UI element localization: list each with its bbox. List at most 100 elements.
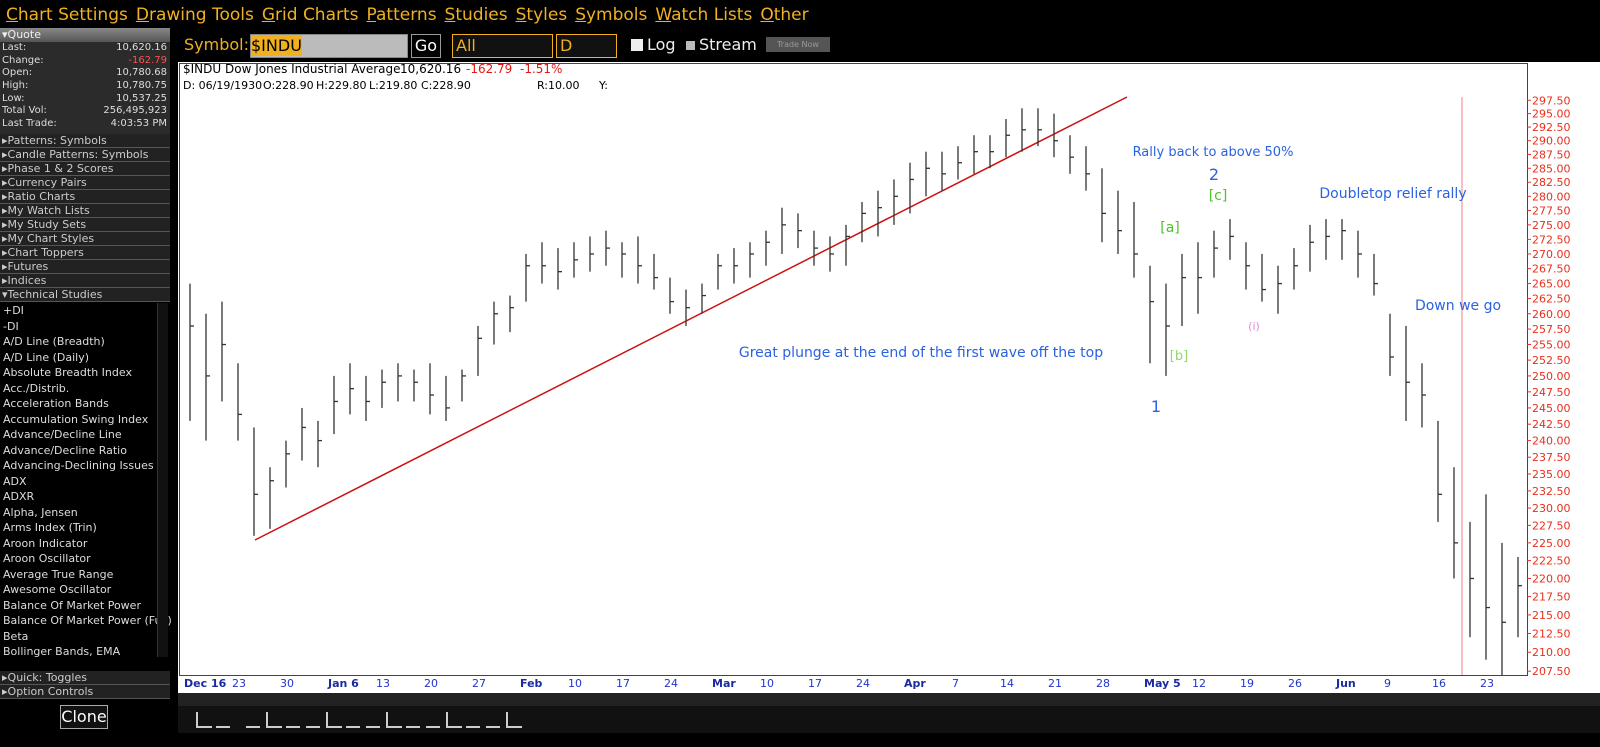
study-item[interactable]: Absolute Breadth Index [3, 366, 132, 379]
chart: $INDU Dow Jones Industrial Average 10,62… [178, 62, 1600, 706]
menu-item[interactable]: Symbols [575, 5, 648, 25]
sidebar-section[interactable]: Chart Toppers [0, 246, 170, 260]
sidebar-section[interactable]: Technical Studies [0, 288, 170, 302]
study-item[interactable]: Arms Index (Trin) [3, 521, 97, 534]
study-item[interactable]: Aroon Oscillator [3, 552, 91, 565]
study-item[interactable]: A/D Line (Breadth) [3, 335, 105, 348]
study-item[interactable]: Beta [3, 629, 29, 643]
menu-item[interactable]: Studies [444, 5, 508, 25]
menu-item[interactable]: Grid Charts [261, 5, 359, 25]
draw-tool[interactable] [196, 712, 212, 728]
bar-close: C:228.90 [421, 79, 471, 92]
study-item[interactable]: +DI [3, 304, 24, 317]
study-item[interactable]: Balance Of Market Power [3, 598, 141, 612]
menu-item[interactable]: Chart Settings [6, 5, 128, 25]
draw-tool[interactable] [246, 712, 260, 728]
draw-tool[interactable] [486, 712, 500, 728]
y-tick-label: 230.00 [1532, 502, 1571, 515]
scrollbar[interactable] [157, 303, 168, 657]
study-item[interactable]: ADX [3, 474, 27, 488]
y-tick-label: 265.00 [1532, 278, 1571, 291]
draw-tool[interactable] [446, 712, 462, 728]
sidebar-section[interactable]: My Chart Styles [0, 232, 170, 246]
sidebar-section[interactable]: Indices [0, 274, 170, 288]
quote-header[interactable]: Quote [0, 28, 170, 42]
study-item[interactable]: Acceleration Bands [3, 397, 109, 410]
study-item[interactable]: Acc./Distrib. [3, 381, 70, 395]
sidebar-section[interactable]: Currency Pairs [0, 176, 170, 190]
symbol-text: $INDU [251, 35, 302, 56]
trend-line[interactable] [254, 96, 1128, 541]
panel-toggle[interactable]: Quick: Toggles [0, 671, 170, 685]
clone-button[interactable]: Clone [60, 705, 108, 729]
draw-tool[interactable] [466, 712, 480, 728]
study-item[interactable]: -DI [3, 319, 19, 333]
x-tick-label: Apr [904, 677, 926, 690]
stream-checkbox[interactable] [686, 41, 695, 50]
x-tick-label: 17 [808, 677, 822, 690]
symbol-name: $INDU Dow Jones Industrial Average [183, 62, 401, 76]
sidebar-section[interactable]: Ratio Charts [0, 190, 170, 204]
draw-tool[interactable] [266, 712, 282, 728]
x-tick-label: Mar [712, 677, 736, 690]
study-item[interactable]: Bollinger Bands, EMA [3, 645, 121, 658]
study-item[interactable]: Advance/Decline Ratio [3, 443, 127, 457]
draw-tool[interactable] [346, 712, 360, 728]
sidebar-section[interactable]: Candle Patterns: Symbols [0, 148, 170, 162]
study-item[interactable]: Average True Range [3, 567, 114, 581]
menu-item[interactable]: Watch Lists [655, 5, 753, 25]
annotation: [b] [1170, 349, 1188, 364]
study-item[interactable]: Accumulation Swing Index [3, 412, 149, 426]
draw-tool[interactable] [406, 712, 420, 728]
h-scrollbar[interactable] [178, 693, 1600, 706]
study-item[interactable]: Awesome Oscillator [3, 583, 112, 596]
draw-tool[interactable] [426, 712, 440, 728]
symbol-input[interactable]: $INDU [250, 34, 408, 58]
study-item[interactable]: A/D Line (Daily) [3, 350, 90, 364]
go-button[interactable]: Go [411, 34, 441, 58]
study-item[interactable]: Alpha, Jensen [3, 505, 78, 519]
sidebar-section[interactable]: Patterns: Symbols [0, 134, 170, 148]
study-item[interactable]: Advancing-Declining Issues [3, 459, 154, 472]
draw-tool[interactable] [286, 712, 300, 728]
sidebar-section[interactable]: My Study Sets [0, 218, 170, 232]
menu-item[interactable]: Styles [515, 5, 568, 25]
bar-date: D: 06/19/1930 [183, 79, 262, 92]
y-tick-label: 267.50 [1532, 263, 1571, 276]
y-tick-label: 212.50 [1532, 627, 1571, 640]
draw-tool[interactable] [326, 712, 342, 728]
log-checkbox[interactable] [631, 39, 643, 51]
draw-tool[interactable] [506, 712, 522, 728]
range-select[interactable]: All [452, 34, 553, 58]
quote-label: Open: [2, 67, 33, 79]
menu-item[interactable]: Patterns [366, 5, 437, 25]
menu-item[interactable]: Drawing Tools [135, 5, 254, 25]
quote-label: Low: [2, 92, 25, 104]
draw-tool[interactable] [216, 712, 230, 728]
y-tick-label: 287.50 [1532, 148, 1571, 161]
period-select[interactable]: D [556, 34, 617, 58]
draw-tool[interactable] [366, 712, 380, 728]
draw-tool[interactable] [306, 712, 320, 728]
x-tick-label: 20 [424, 677, 438, 690]
annotation: 2 [1209, 165, 1219, 184]
study-item[interactable]: ADXR [3, 490, 35, 503]
log-label: Log [647, 35, 676, 54]
sidebar-section[interactable]: Phase 1 & 2 Scores [0, 162, 170, 176]
study-item[interactable]: Advance/Decline Line [3, 428, 122, 441]
bar-r: R:10.00 [537, 79, 580, 92]
quote-value: 10,780.75 [116, 80, 167, 92]
menu-bar: Chart Settings Drawing Tools Grid Charts Pa… [0, 0, 1600, 30]
draw-tool[interactable] [386, 712, 402, 728]
menu-item[interactable]: Other [760, 5, 809, 25]
trade-button[interactable]: Trade Now [766, 37, 830, 52]
study-item[interactable]: Balance Of Market Power (Full) [3, 614, 172, 627]
study-item[interactable]: Aroon Indicator [3, 536, 88, 550]
x-tick-label: 13 [376, 677, 390, 690]
sidebar-section[interactable]: My Watch Lists [0, 204, 170, 218]
y-tick-label: 257.50 [1532, 323, 1571, 336]
quote-row: Open: 10,780.68 [0, 67, 170, 80]
panel-toggle[interactable]: Option Controls [0, 685, 170, 699]
sidebar-section[interactable]: Futures [0, 260, 170, 274]
